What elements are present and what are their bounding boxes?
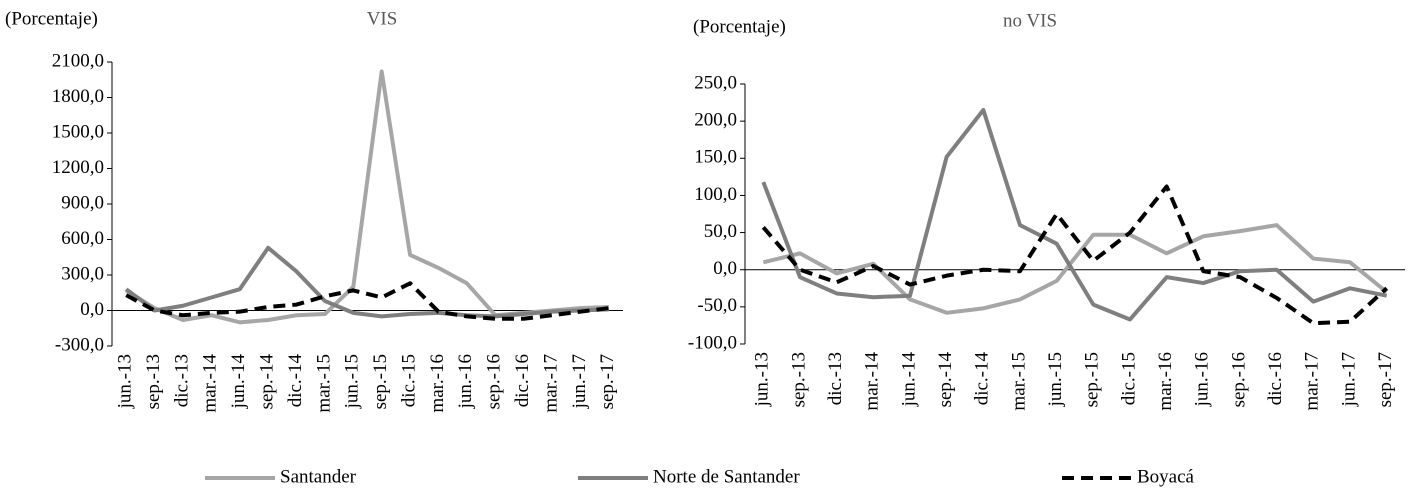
chart-title: no VIS — [1003, 10, 1057, 31]
x-tick-label: jun.-17 — [1338, 352, 1359, 407]
x-tick-label: sep.-14 — [935, 352, 956, 408]
x-tick-label: jun.-15 — [1045, 352, 1066, 407]
x-tick-label: jun.-15 — [342, 354, 363, 409]
x-tick-label: sep.-16 — [1228, 352, 1249, 407]
y-tick-label: 0,0 — [80, 299, 104, 320]
x-tick-label: dic.-14 — [285, 354, 306, 408]
y-tick-label: 900,0 — [61, 192, 104, 213]
series-line: Norte de Santander — [124, 245, 609, 319]
x-tick-label: dic.-16 — [1265, 352, 1286, 405]
x-tick-label: mar.-16 — [1155, 352, 1176, 411]
y-tick-label: 1500,0 — [52, 121, 104, 142]
y-tick-label: -100,0 — [688, 332, 737, 353]
y-tick-label: 1800,0 — [52, 86, 104, 107]
y-tick-label: 1200,0 — [52, 157, 104, 178]
x-tick-label: sep.-15 — [370, 354, 391, 409]
series-line: Boyacá — [761, 184, 1389, 326]
x-tick-label: sep.-14 — [256, 354, 277, 410]
y-tick-label: -300,0 — [55, 334, 104, 355]
x-tick-label: sep.-15 — [1082, 352, 1103, 407]
series-line: Boyacá — [125, 281, 610, 321]
y-tick-label: -50,0 — [697, 295, 737, 316]
x-tick-label: jun.-13 — [752, 352, 773, 407]
x-tick-label: jun.-13 — [115, 354, 136, 409]
x-tick-label: dic.-15 — [398, 354, 419, 407]
y-axis-label: (Porcentaje) — [693, 16, 786, 37]
x-tick-label: sep.-13 — [788, 352, 809, 407]
x-tick-label: sep.-17 — [597, 354, 618, 409]
x-tick-label: dic.-13 — [825, 352, 846, 405]
x-tick-label: jun.-16 — [1192, 352, 1213, 407]
x-tick-label: jun.-17 — [569, 354, 590, 409]
x-tick-label: dic.-14 — [972, 352, 993, 406]
legend-label: Santander — [280, 466, 357, 487]
x-tick-label: mar.-17 — [540, 354, 561, 413]
y-tick-label: 300,0 — [61, 263, 104, 284]
y-tick-label: 2100,0 — [52, 50, 104, 71]
x-tick-label: sep.-17 — [1375, 352, 1396, 407]
series-line: Santander — [762, 223, 1388, 315]
y-tick-label: 150,0 — [694, 147, 737, 168]
x-tick-label: dic.-16 — [512, 354, 533, 407]
x-tick-label: jun.-16 — [455, 354, 476, 409]
legend-label: Boyacá — [1137, 466, 1195, 487]
series-line: Norte de Santander — [761, 108, 1388, 322]
x-tick-label: mar.-14 — [200, 354, 221, 413]
y-axis-label: (Porcentaje) — [5, 8, 98, 29]
x-tick-label: mar.-17 — [1302, 352, 1323, 411]
y-tick-label: 100,0 — [694, 184, 737, 205]
x-tick-label: jun.-14 — [898, 352, 919, 408]
x-tick-label: mar.-14 — [862, 352, 883, 411]
y-tick-label: 200,0 — [694, 110, 737, 131]
x-tick-label: mar.-15 — [313, 354, 334, 413]
x-tick-label: mar.-15 — [1008, 352, 1029, 411]
chart-title: VIS — [367, 8, 398, 29]
x-tick-label: sep.-13 — [143, 354, 164, 409]
y-tick-label: 0,0 — [713, 258, 737, 279]
x-tick-label: mar.-16 — [427, 354, 448, 413]
y-tick-label: 600,0 — [61, 228, 104, 249]
x-tick-label: sep.-16 — [484, 354, 505, 409]
y-tick-label: 250,0 — [694, 72, 737, 93]
x-tick-label: jun.-14 — [228, 354, 249, 410]
y-tick-label: 50,0 — [704, 221, 737, 242]
x-tick-label: dic.-13 — [171, 354, 192, 407]
x-tick-label: dic.-15 — [1118, 352, 1139, 405]
series-line: Santander — [125, 69, 609, 325]
legend-label: Norte de Santander — [653, 466, 800, 487]
